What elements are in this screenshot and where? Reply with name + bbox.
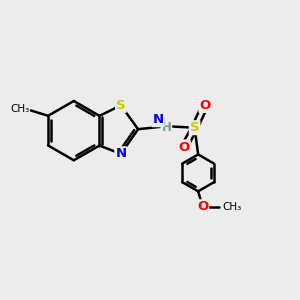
Text: O: O xyxy=(200,99,211,112)
Text: H: H xyxy=(161,121,171,134)
Text: N: N xyxy=(115,147,126,161)
Text: S: S xyxy=(190,121,200,134)
Text: CH₃: CH₃ xyxy=(222,202,241,212)
Text: CH₃: CH₃ xyxy=(10,104,29,114)
Text: S: S xyxy=(116,99,126,112)
Text: O: O xyxy=(178,140,190,154)
Text: O: O xyxy=(197,200,208,213)
Text: N: N xyxy=(152,113,164,126)
